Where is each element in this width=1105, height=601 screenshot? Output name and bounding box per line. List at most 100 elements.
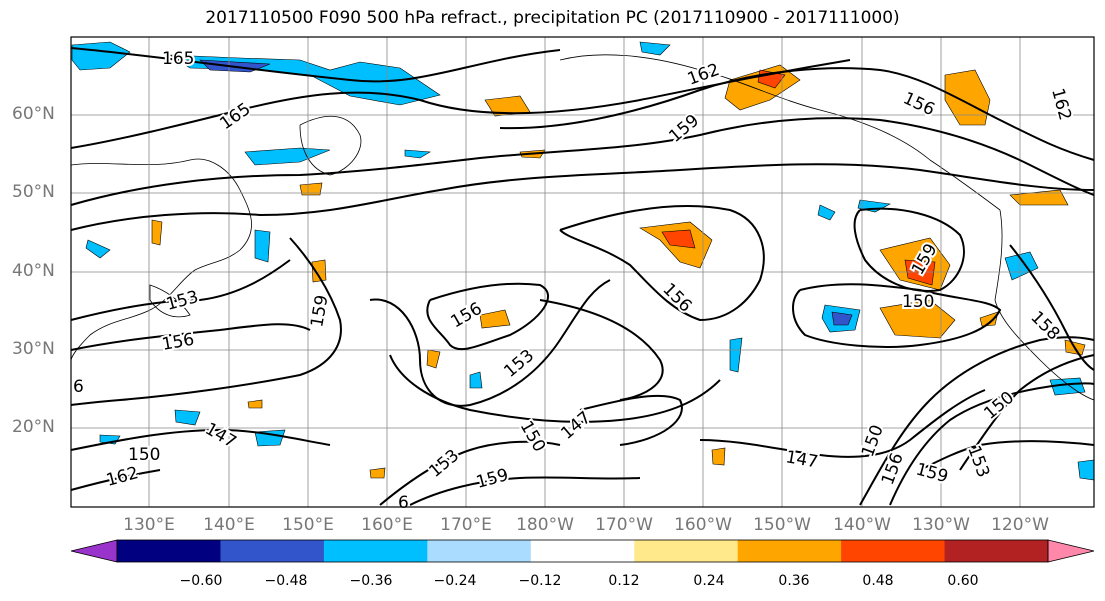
contour-147a: [579, 394, 683, 446]
contour-150a: [792, 283, 1002, 348]
colorbar-segment: [530, 540, 635, 562]
colorbar-tick-label: −0.12: [518, 573, 562, 589]
colorbar-segment: [220, 540, 325, 562]
pos-area-16: [247, 399, 263, 409]
contour-156b: [70, 323, 311, 351]
contour-156a: [70, 163, 1095, 231]
contour-159d: [409, 476, 641, 506]
pos-area-8: [879, 299, 956, 339]
contour-159b: [70, 237, 342, 406]
colorbar-segment: [841, 540, 946, 562]
contour-159a: [70, 117, 1095, 206]
neg-area-5: [85, 239, 111, 259]
contour-153a: [70, 259, 291, 321]
lon-label: 150°E: [282, 515, 334, 535]
coast-kamchatka: [299, 116, 362, 176]
neg-area-16: [469, 371, 483, 389]
pos-area-17: [369, 467, 386, 479]
colorbar: [70, 539, 1095, 563]
colorbar-tick-label: −0.36: [349, 573, 393, 589]
pos-area-5: [1009, 189, 1069, 206]
lat-label: 50°N: [12, 182, 55, 202]
pos-area-14: [711, 447, 726, 466]
lon-label: 170°W: [595, 515, 653, 535]
coast-asia: [70, 158, 252, 361]
contour-165b: [70, 59, 851, 149]
colorbar-segment: [944, 540, 1049, 562]
colorbar-tick-label: 0.24: [693, 573, 725, 589]
contour-162b: [70, 469, 161, 491]
colorbar-segment: [427, 540, 532, 562]
pos-area-18: [979, 311, 999, 327]
colorbar-segment: [323, 540, 428, 562]
neg-area-17: [639, 41, 671, 56]
contour-label: 6: [73, 377, 84, 397]
neg-area-3: [244, 147, 331, 166]
plot-frame: [70, 36, 1095, 508]
neg-area-4: [404, 149, 431, 159]
contours: [70, 47, 1095, 506]
contour-156e: [853, 207, 965, 292]
colorbar-tick-label: −0.24: [433, 573, 477, 589]
lon-label: 180°W: [516, 515, 574, 535]
contour-147b: [70, 428, 331, 451]
lon-label: 160°E: [361, 515, 413, 535]
contour-159c: [919, 440, 1095, 471]
contour-158: [1009, 244, 1095, 371]
contour-165a: [70, 47, 561, 83]
lat-label: 40°N: [12, 261, 55, 281]
pos-area-9: [479, 309, 511, 329]
pos-area-6b: [661, 229, 696, 249]
contour-162a: [499, 67, 1095, 161]
colorbar-tick-label: −0.60: [179, 573, 223, 589]
neg-area-12: [174, 409, 201, 426]
lat-label: 20°N: [12, 417, 55, 437]
lon-label: 130°W: [912, 515, 970, 535]
neg-area-7: [817, 204, 836, 221]
lon-label: 140°W: [833, 515, 891, 535]
lon-label: 140°E: [203, 515, 255, 535]
colorbar-tick-label: 0.60: [947, 573, 979, 589]
contour-label: 159: [307, 293, 332, 328]
colorbar-segment: [634, 540, 739, 562]
pos-area-10: [311, 259, 327, 283]
lon-label: 120°W: [991, 515, 1049, 535]
figure-title: 2017110500 F090 500 hPa refract., precip…: [205, 8, 900, 28]
colorbar-segment: [117, 540, 221, 562]
pos-area-2: [944, 69, 991, 126]
lon-label: 170°E: [440, 515, 492, 535]
lat-label: 60°N: [12, 104, 55, 124]
neg-area-14: [729, 337, 743, 373]
coast-japan: [149, 284, 191, 318]
contour-label: 150: [128, 445, 160, 465]
neg-area-6: [254, 229, 271, 263]
neg-area-9b: [831, 311, 853, 326]
colorbar-segment: [737, 540, 842, 562]
contour-156f: [889, 382, 1095, 506]
grid: [71, 37, 1094, 507]
colorbar-tick-label: −0.48: [264, 573, 308, 589]
contour-153c: [959, 354, 1095, 471]
colorbar-outline: [116, 539, 1049, 563]
contour-150b: [389, 354, 721, 423]
contour-label: 165: [162, 49, 194, 69]
contour-label: 6: [398, 493, 409, 513]
contour-label: 150: [902, 292, 934, 312]
colorbar-tick-label: 0.12: [608, 573, 640, 589]
contour-156c: [426, 282, 550, 351]
contour-153b: [369, 279, 611, 407]
colorbar-max-arrow: [1047, 539, 1095, 563]
lon-label: 160°W: [674, 515, 732, 535]
colorbar-tick-label: 0.36: [778, 573, 810, 589]
neg-area-15: [1077, 459, 1095, 481]
contour-150c: [859, 336, 1095, 506]
pos-area-12: [299, 182, 323, 196]
lat-label: 30°N: [12, 339, 55, 359]
contour-150d: [539, 299, 664, 401]
contour-147c: [699, 389, 986, 458]
coast-alaska: [559, 54, 1001, 211]
neg-area-10: [1004, 251, 1039, 281]
lon-label: 130°E: [123, 515, 175, 535]
contour-156d: [559, 205, 765, 322]
